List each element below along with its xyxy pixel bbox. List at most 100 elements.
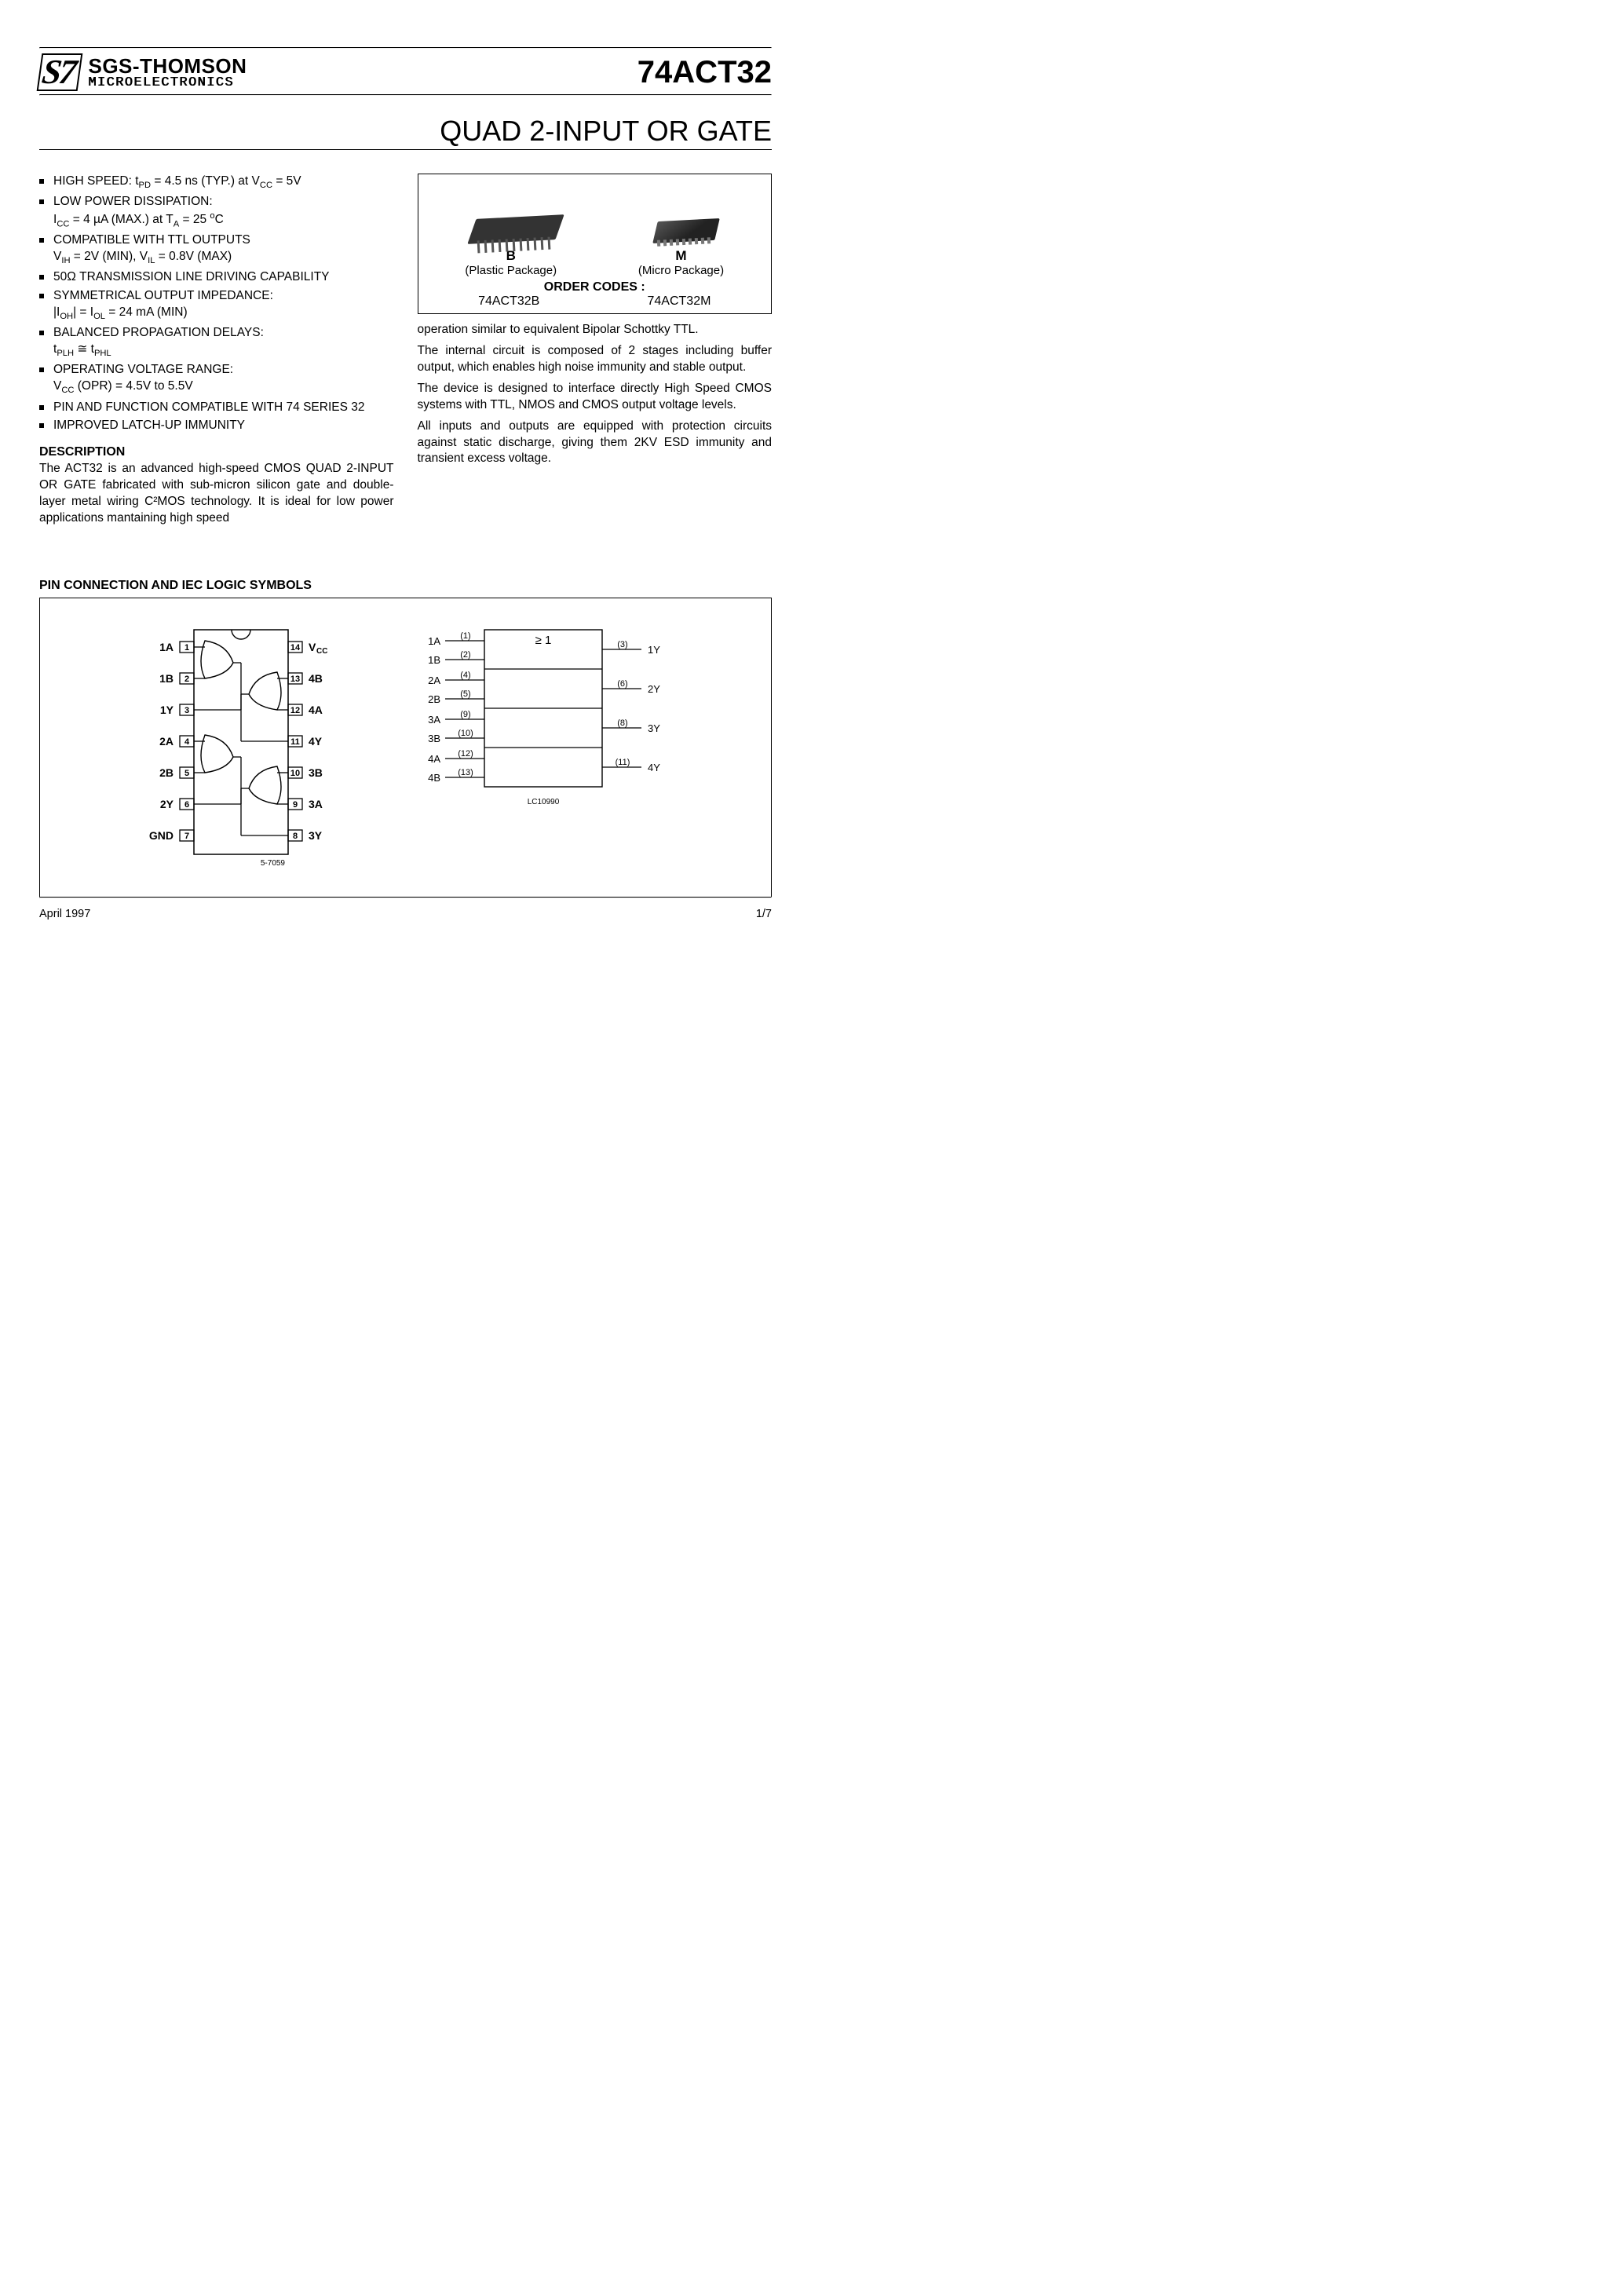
- feature-item: IMPROVED LATCH-UP IMMUNITY: [39, 418, 394, 434]
- svg-text:8: 8: [292, 832, 297, 841]
- feature-item: LOW POWER DISSIPATION: ICC = 4 µA (MAX.)…: [39, 194, 394, 230]
- pinout-diagram: 11A14VCC21B134B31Y124A42A114Y52B103B62Y9…: [131, 614, 351, 873]
- svg-text:LC10990: LC10990: [527, 798, 559, 806]
- description-p1: The ACT32 is an advanced high-speed CMOS…: [39, 461, 394, 527]
- logo-text: SGS-THOMSON MICROELECTRONICS: [88, 56, 247, 90]
- svg-text:(6): (6): [617, 679, 627, 689]
- svg-text:3B: 3B: [428, 733, 440, 744]
- svg-text:2Y: 2Y: [648, 683, 660, 695]
- svg-text:14: 14: [290, 643, 300, 653]
- order-code-m: 74ACT32M: [648, 294, 711, 309]
- svg-text:(8): (8): [617, 718, 627, 728]
- svg-text:4: 4: [184, 737, 189, 747]
- svg-text:6: 6: [184, 800, 188, 810]
- footer: April 1997 1/7: [39, 905, 772, 920]
- svg-text:(5): (5): [460, 689, 470, 699]
- feature-item: OPERATING VOLTAGE RANGE: VCC (OPR) = 4.5…: [39, 362, 394, 397]
- svg-text:4A: 4A: [309, 704, 323, 716]
- footer-page: 1/7: [756, 908, 772, 920]
- svg-text:1B: 1B: [159, 672, 174, 685]
- svg-text:1Y: 1Y: [159, 704, 174, 716]
- svg-text:GND: GND: [148, 829, 173, 842]
- diagrams-container: 1 1A 14 VCC 2 1B 13 4B 3 1Y 12 4A 4 2A 11 4Y 5 2B 10 3B 6 2Y 9…: [39, 598, 772, 897]
- feature-item: 50Ω TRANSMISSION LINE DRIVING CAPABILITY: [39, 269, 394, 286]
- svg-text:5: 5: [184, 769, 188, 778]
- feature-item: COMPATIBLE WITH TTL OUTPUTS VIH = 2V (MI…: [39, 232, 394, 267]
- logo-line1: SGS-THOMSON: [88, 56, 247, 76]
- svg-text:12: 12: [290, 706, 299, 715]
- description-p2: operation similar to equivalent Bipolar …: [418, 322, 773, 338]
- svg-text:2B: 2B: [428, 693, 440, 705]
- svg-text:9: 9: [292, 800, 297, 810]
- logo-line2: MICROELECTRONICS: [88, 76, 247, 90]
- svg-text:11: 11: [290, 737, 300, 747]
- footer-date: April 1997: [39, 908, 90, 920]
- left-column: HIGH SPEED: tPD = 4.5 ns (TYP.) at VCC =…: [39, 174, 394, 532]
- svg-text:(1): (1): [460, 631, 470, 641]
- svg-text:2A: 2A: [428, 675, 440, 686]
- svg-text:(12): (12): [458, 749, 473, 759]
- feature-item: BALANCED PROPAGATION DELAYS: tPLH ≅ tPHL: [39, 325, 394, 360]
- svg-text:4Y: 4Y: [648, 762, 660, 773]
- order-code-b: 74ACT32B: [478, 294, 539, 309]
- svg-text:3A: 3A: [428, 714, 440, 726]
- package-images: [425, 181, 765, 242]
- iec-logic-diagram: ≥ 11A(1)1B(2)(3)1Y2A(4)2B(5)(6)2Y3A(9)3B…: [398, 614, 681, 842]
- package-label-m: M(Micro Package): [638, 248, 724, 277]
- footer-rule: [39, 897, 772, 898]
- svg-text:4B: 4B: [309, 672, 323, 685]
- svg-text:2A: 2A: [159, 735, 174, 748]
- title: QUAD 2-INPUT OR GATE: [39, 115, 772, 150]
- description-p3: The internal circuit is composed of 2 st…: [418, 343, 773, 376]
- svg-text:13: 13: [290, 675, 299, 684]
- description-p5: All inputs and outputs are equipped with…: [418, 419, 773, 468]
- svg-text:1: 1: [184, 643, 188, 653]
- svg-text:1A: 1A: [159, 641, 174, 653]
- svg-text:≥ 1: ≥ 1: [535, 634, 551, 647]
- features-list: HIGH SPEED: tPD = 4.5 ns (TYP.) at VCC =…: [39, 174, 394, 434]
- svg-text:(4): (4): [460, 671, 470, 680]
- svg-text:2Y: 2Y: [159, 798, 174, 810]
- description-heading: DESCRIPTION: [39, 445, 394, 459]
- svg-text:3A: 3A: [309, 798, 323, 810]
- svg-text:5-7059: 5-7059: [260, 859, 285, 868]
- svg-text:(11): (11): [615, 758, 630, 767]
- feature-item: HIGH SPEED: tPD = 4.5 ns (TYP.) at VCC =…: [39, 174, 394, 192]
- svg-text:1A: 1A: [428, 635, 440, 647]
- content-columns: HIGH SPEED: tPD = 4.5 ns (TYP.) at VCC =…: [39, 174, 772, 532]
- svg-text:4A: 4A: [428, 753, 440, 765]
- svg-text:2: 2: [184, 675, 188, 684]
- order-codes-heading: ORDER CODES :: [425, 280, 765, 294]
- package-box: B(Plastic Package) M(Micro Package) ORDE…: [418, 174, 773, 314]
- order-codes: 74ACT32B 74ACT32M: [425, 294, 765, 309]
- svg-text:4Y: 4Y: [309, 735, 323, 748]
- header: S7 SGS-THOMSON MICROELECTRONICS 74ACT32: [39, 49, 772, 94]
- svg-text:(13): (13): [458, 768, 473, 777]
- svg-text:1B: 1B: [428, 654, 440, 666]
- feature-item: SYMMETRICAL OUTPUT IMPEDANCE: |IOH| = IO…: [39, 288, 394, 323]
- svg-text:(3): (3): [617, 640, 627, 649]
- feature-item: PIN AND FUNCTION COMPATIBLE WITH 74 SERI…: [39, 400, 394, 416]
- datasheet-page: S7 SGS-THOMSON MICROELECTRONICS 74ACT32 …: [0, 0, 811, 944]
- soic-chip-icon: [656, 220, 717, 242]
- svg-text:10: 10: [290, 769, 299, 778]
- logo-mark: S7: [37, 53, 83, 91]
- svg-text:3B: 3B: [309, 766, 323, 779]
- svg-text:3Y: 3Y: [309, 829, 323, 842]
- svg-text:7: 7: [184, 832, 188, 841]
- svg-text:3Y: 3Y: [648, 722, 660, 734]
- part-number: 74ACT32: [637, 55, 772, 90]
- svg-text:(9): (9): [460, 710, 470, 719]
- right-column: B(Plastic Package) M(Micro Package) ORDE…: [418, 174, 773, 472]
- dip-chip-icon: [473, 217, 559, 242]
- svg-text:4B: 4B: [428, 772, 440, 784]
- svg-text:CC: CC: [316, 647, 327, 656]
- diagrams-heading: PIN CONNECTION AND IEC LOGIC SYMBOLS: [39, 579, 772, 593]
- svg-text:1Y: 1Y: [648, 644, 660, 656]
- company-logo: S7 SGS-THOMSON MICROELECTRONICS: [39, 53, 247, 91]
- svg-text:V: V: [309, 641, 316, 653]
- description-p4: The device is designed to interface dire…: [418, 381, 773, 414]
- svg-text:3: 3: [184, 706, 188, 715]
- package-labels: B(Plastic Package) M(Micro Package): [425, 248, 765, 277]
- svg-text:(10): (10): [458, 729, 473, 738]
